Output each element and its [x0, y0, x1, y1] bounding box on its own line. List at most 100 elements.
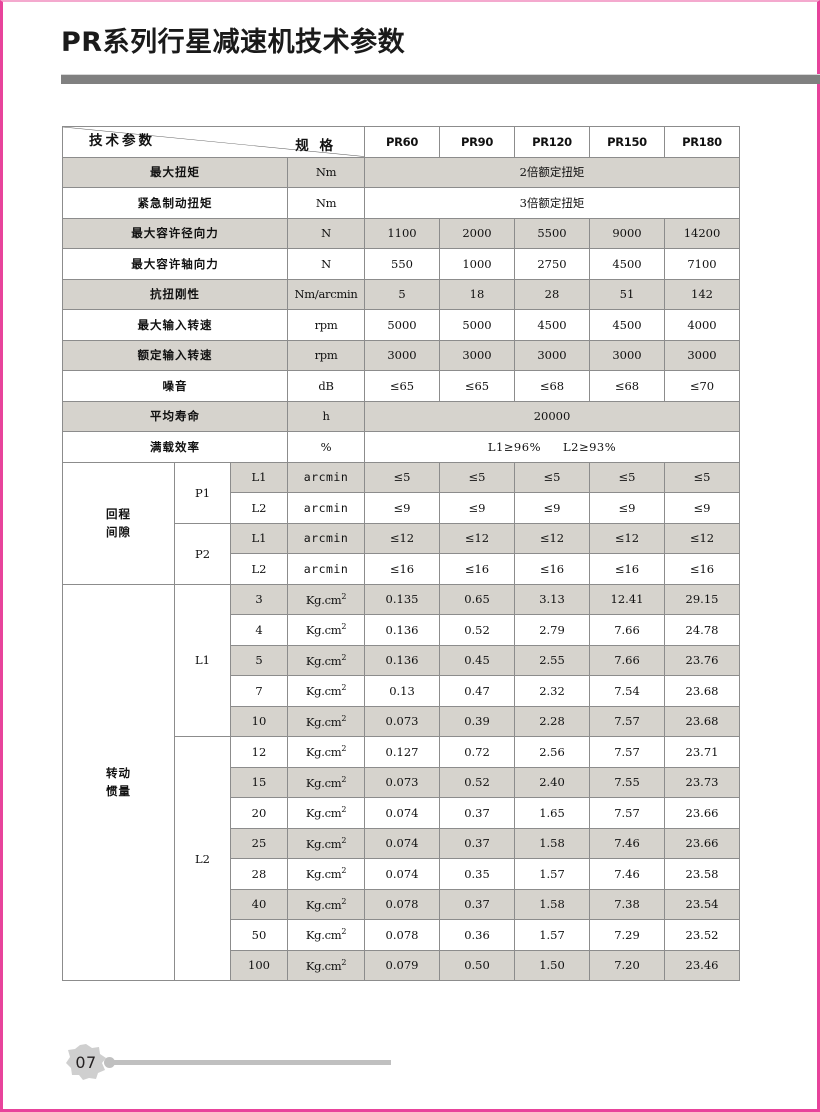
inertia-cell-1-4-2: 1.57 — [514, 858, 590, 890]
inertia-ratio-0-3: 7 — [230, 675, 288, 707]
backlash-stage-0-0: L1 — [230, 461, 288, 493]
backlash-cell-0-1-4: ≤9 — [664, 492, 740, 524]
param-name-9: 满载效率 — [62, 431, 288, 463]
model-header-4: PR180 — [664, 126, 740, 158]
backlash-precision-1: P2 — [174, 522, 231, 585]
inertia-ratio-0-4: 10 — [230, 705, 288, 737]
param-span-value-8: 20000 — [364, 400, 740, 432]
inertia-cell-1-6-3: 7.29 — [589, 919, 665, 951]
param-name-8: 平均寿命 — [62, 400, 288, 432]
inertia-cell-1-7-3: 7.20 — [589, 949, 665, 981]
inertia-cell-1-6-0: 0.078 — [364, 919, 440, 951]
inertia-label: 转动 惯量 — [62, 583, 175, 981]
gear-icon — [66, 1044, 106, 1080]
inertia-cell-0-3-2: 2.32 — [514, 675, 590, 707]
inertia-cell-1-2-2: 1.65 — [514, 797, 590, 829]
inertia-cell-1-4-4: 23.58 — [664, 858, 740, 890]
inertia-cell-1-1-2: 2.40 — [514, 766, 590, 798]
backlash-cell-1-0-4: ≤12 — [664, 522, 740, 554]
backlash-cell-0-0-3: ≤5 — [589, 461, 665, 493]
inertia-cell-0-0-3: 12.41 — [589, 583, 665, 615]
param-unit-0: Nm — [287, 156, 365, 188]
inertia-unit-1-3: Kg.cm2 — [287, 827, 365, 859]
backlash-stage-1-1: L2 — [230, 553, 288, 585]
backlash-cell-1-0-1: ≤12 — [439, 522, 515, 554]
backlash-unit-0-0: arcmin — [287, 461, 365, 493]
inertia-row: 15 Kg.cm2 0.073 0.52 2.40 7.55 23.73 — [63, 766, 740, 798]
inertia-row: 20 Kg.cm2 0.074 0.37 1.65 7.57 23.66 — [63, 797, 740, 829]
inertia-cell-1-2-1: 0.37 — [439, 797, 515, 829]
inertia-cell-0-3-0: 0.13 — [364, 675, 440, 707]
backlash-unit-1-0: arcmin — [287, 522, 365, 554]
cell-r7-c3: ≤68 — [589, 370, 665, 402]
cell-r7-c4: ≤70 — [664, 370, 740, 402]
page-title-wrap: PR系列行星减速机技术参数 — [61, 28, 781, 58]
backlash-cell-1-1-3: ≤16 — [589, 553, 665, 585]
cell-r2-c4: 14200 — [664, 217, 740, 249]
header-spec-label: 规 格 — [295, 138, 336, 154]
inertia-cell-1-5-2: 1.58 — [514, 888, 590, 920]
inertia-cell-0-0-0: 0.135 — [364, 583, 440, 615]
param-unit-5: rpm — [287, 309, 365, 341]
cell-r6-c1: 3000 — [439, 339, 515, 371]
cell-r5-c0: 5000 — [364, 309, 440, 341]
inertia-cell-1-3-3: 7.46 — [589, 827, 665, 859]
inertia-cell-1-5-1: 0.37 — [439, 888, 515, 920]
inertia-cell-1-3-0: 0.074 — [364, 827, 440, 859]
param-unit-2: N — [287, 217, 365, 249]
param-name-1: 紧急制动扭矩 — [62, 187, 288, 219]
inertia-cell-1-0-2: 2.56 — [514, 736, 590, 768]
inertia-ratio-0-1: 4 — [230, 614, 288, 646]
page-footer: 07 — [65, 1041, 765, 1081]
inertia-cell-1-3-2: 1.58 — [514, 827, 590, 859]
backlash-cell-1-1-4: ≤16 — [664, 553, 740, 585]
inertia-stage-1: L2 — [174, 736, 231, 981]
inertia-cell-0-3-4: 23.68 — [664, 675, 740, 707]
cell-r3-c2: 2750 — [514, 248, 590, 280]
backlash-cell-0-0-2: ≤5 — [514, 461, 590, 493]
inertia-cell-0-3-3: 7.54 — [589, 675, 665, 707]
table-body: 规 格技术参数 PR60 PR90 PR120 PR150 PR180 最大扭矩 Nm 2倍额定… — [62, 126, 740, 981]
backlash-unit-0-1: arcmin — [287, 492, 365, 524]
inertia-unit-1-6: Kg.cm2 — [287, 919, 365, 951]
inertia-row: 转动 惯量 L1 3 Kg.cm2 0.135 0.65 3.13 12.41 29.15 — [62, 583, 740, 981]
inertia-unit-0-2: Kg.cm2 — [287, 644, 365, 676]
inertia-cell-1-4-3: 7.46 — [589, 858, 665, 890]
cell-r6-c3: 3000 — [589, 339, 665, 371]
param-name-5: 最大输入转速 — [62, 309, 288, 341]
backlash-cell-1-1-0: ≤16 — [364, 553, 440, 585]
inertia-ratio-1-6: 50 — [230, 919, 288, 951]
param-unit-1: Nm — [287, 187, 365, 219]
inertia-cell-1-7-0: 0.079 — [364, 949, 440, 981]
inertia-cell-1-5-3: 7.38 — [589, 888, 665, 920]
param-unit-7: dB — [287, 370, 365, 402]
inertia-cell-1-3-1: 0.37 — [439, 827, 515, 859]
inertia-ratio-1-5: 40 — [230, 888, 288, 920]
inertia-cell-1-1-0: 0.073 — [364, 766, 440, 798]
inertia-row: 50 Kg.cm2 0.078 0.36 1.57 7.29 23.52 — [63, 919, 740, 951]
param-unit-6: rpm — [287, 339, 365, 371]
param-name-2: 最大容许径向力 — [62, 217, 288, 249]
inertia-ratio-1-4: 28 — [230, 858, 288, 890]
table-row: 平均寿命 h 20000 — [62, 400, 740, 432]
inertia-ratio-0-0: 3 — [230, 583, 288, 615]
backlash-cell-1-0-2: ≤12 — [514, 522, 590, 554]
param-name-6: 额定输入转速 — [62, 339, 288, 371]
inertia-unit-0-4: Kg.cm2 — [287, 705, 365, 737]
inertia-cell-0-2-1: 0.45 — [439, 644, 515, 676]
inertia-row: 25 Kg.cm2 0.074 0.37 1.58 7.46 23.66 — [63, 827, 740, 859]
cell-r6-c0: 3000 — [364, 339, 440, 371]
inertia-unit-0-1: Kg.cm2 — [287, 614, 365, 646]
backlash-cell-1-0-0: ≤12 — [364, 522, 440, 554]
model-header-0: PR60 — [364, 126, 440, 158]
inertia-ratio-1-2: 20 — [230, 797, 288, 829]
model-header-2: PR120 — [514, 126, 590, 158]
cell-r3-c4: 7100 — [664, 248, 740, 280]
inertia-cell-1-6-2: 1.57 — [514, 919, 590, 951]
inertia-cell-1-0-1: 0.72 — [439, 736, 515, 768]
table-row: 最大输入转速 rpm 5000 5000 4500 4500 4000 — [62, 309, 740, 341]
inertia-cell-0-2-0: 0.136 — [364, 644, 440, 676]
param-name-4: 抗扭刚性 — [62, 278, 288, 310]
inertia-cell-1-7-4: 23.46 — [664, 949, 740, 981]
